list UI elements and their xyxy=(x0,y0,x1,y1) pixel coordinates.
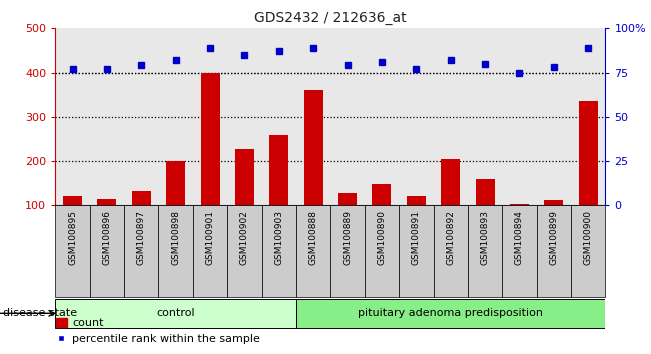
Text: GSM100900: GSM100900 xyxy=(584,210,593,265)
Text: GDS2432 / 212636_at: GDS2432 / 212636_at xyxy=(254,11,407,25)
Bar xyxy=(166,161,185,250)
Bar xyxy=(544,200,563,250)
Text: GSM100890: GSM100890 xyxy=(378,210,387,265)
FancyBboxPatch shape xyxy=(468,205,503,297)
Bar xyxy=(201,73,219,250)
Text: GSM100898: GSM100898 xyxy=(171,210,180,265)
FancyBboxPatch shape xyxy=(536,205,571,297)
FancyBboxPatch shape xyxy=(193,205,227,297)
Bar xyxy=(510,204,529,250)
FancyBboxPatch shape xyxy=(503,205,536,297)
FancyBboxPatch shape xyxy=(296,299,605,328)
FancyBboxPatch shape xyxy=(331,205,365,297)
Text: GSM100894: GSM100894 xyxy=(515,210,524,265)
FancyBboxPatch shape xyxy=(55,299,296,328)
Bar xyxy=(372,184,391,250)
Text: disease state: disease state xyxy=(3,308,77,318)
Bar xyxy=(476,179,495,250)
FancyBboxPatch shape xyxy=(262,205,296,297)
Text: GSM100889: GSM100889 xyxy=(343,210,352,265)
Bar xyxy=(441,159,460,250)
FancyBboxPatch shape xyxy=(571,205,605,297)
Bar xyxy=(579,101,598,250)
Bar xyxy=(98,199,117,250)
FancyBboxPatch shape xyxy=(227,205,262,297)
Bar xyxy=(407,196,426,250)
Bar xyxy=(338,193,357,250)
Legend: count, percentile rank within the sample: count, percentile rank within the sample xyxy=(51,313,264,348)
FancyBboxPatch shape xyxy=(365,205,399,297)
Text: pituitary adenoma predisposition: pituitary adenoma predisposition xyxy=(358,308,543,318)
Text: GSM100893: GSM100893 xyxy=(480,210,490,265)
FancyBboxPatch shape xyxy=(158,205,193,297)
Text: GSM100902: GSM100902 xyxy=(240,210,249,265)
Text: GSM100891: GSM100891 xyxy=(412,210,421,265)
Bar xyxy=(304,90,323,250)
Text: GSM100892: GSM100892 xyxy=(446,210,455,265)
FancyBboxPatch shape xyxy=(399,205,434,297)
Text: GSM100901: GSM100901 xyxy=(206,210,215,265)
Bar xyxy=(235,149,254,250)
Text: GSM100896: GSM100896 xyxy=(102,210,111,265)
Text: control: control xyxy=(156,308,195,318)
Text: GSM100899: GSM100899 xyxy=(549,210,559,265)
Text: GSM100888: GSM100888 xyxy=(309,210,318,265)
FancyBboxPatch shape xyxy=(296,205,331,297)
Bar xyxy=(63,195,82,250)
Text: GSM100897: GSM100897 xyxy=(137,210,146,265)
FancyBboxPatch shape xyxy=(434,205,468,297)
FancyBboxPatch shape xyxy=(55,205,90,297)
Text: GSM100895: GSM100895 xyxy=(68,210,77,265)
Text: GSM100903: GSM100903 xyxy=(274,210,283,265)
Bar xyxy=(270,135,288,250)
Bar xyxy=(132,191,151,250)
FancyBboxPatch shape xyxy=(90,205,124,297)
FancyBboxPatch shape xyxy=(124,205,158,297)
